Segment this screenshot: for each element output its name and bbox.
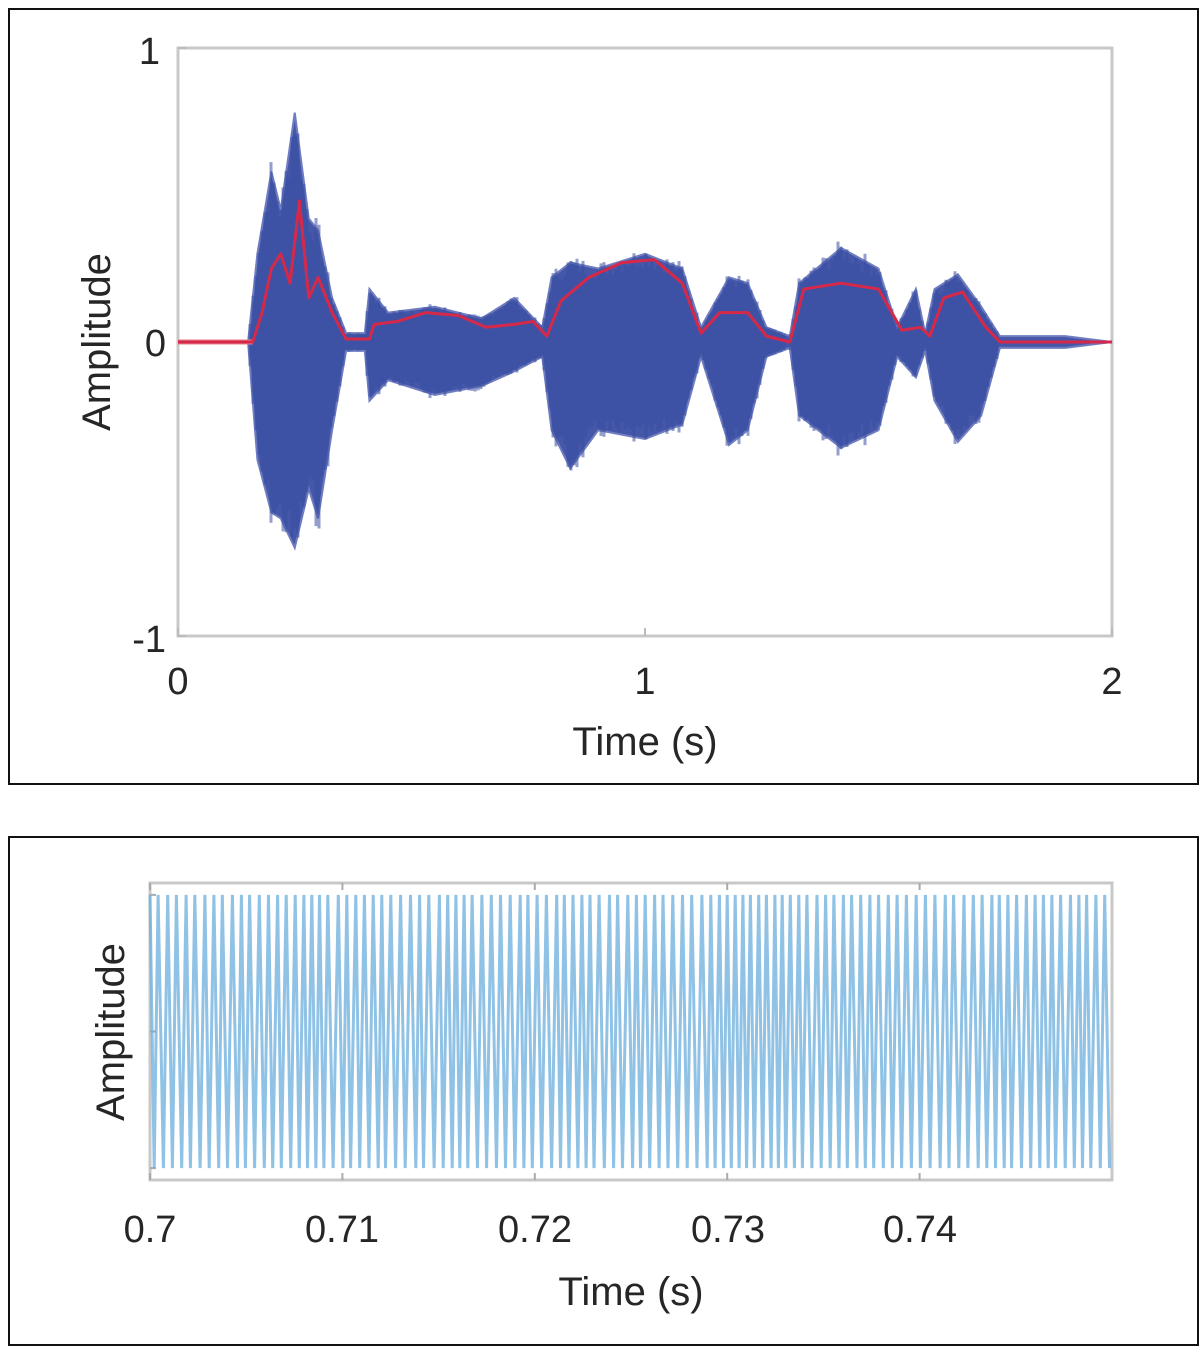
top-ylabel: Amplitude xyxy=(75,253,119,431)
bottom-xtick-3: 0.73 xyxy=(691,1209,765,1251)
bottom-xtick-0: 0.7 xyxy=(124,1209,177,1251)
bottom-xtick-2: 0.72 xyxy=(498,1209,572,1251)
bottom-xlabel: Time (s) xyxy=(558,1270,703,1314)
top-xtick-2: 2 xyxy=(1101,661,1122,703)
bottom-ylabel: Amplitude xyxy=(89,943,133,1121)
top-ytick-1: 1 xyxy=(139,31,160,73)
top-plot-area: 1 0 -1 0 1 2 Time (s) Amplitude xyxy=(75,31,1123,764)
signal-zoom-line xyxy=(148,894,1111,1169)
top-xtick-1: 1 xyxy=(634,661,655,703)
bottom-xtick-1: 0.71 xyxy=(305,1209,379,1251)
bottom-plot-area: 0.7 0.71 0.72 0.73 0.74 Time (s) Amplitu… xyxy=(89,881,1114,1314)
envelope-line xyxy=(178,199,1112,344)
top-ytick-neg1: -1 xyxy=(132,619,166,661)
top-xtick-0: 0 xyxy=(167,661,188,703)
top-ytick-0: 0 xyxy=(145,323,166,365)
top-xlabel: Time (s) xyxy=(572,720,717,764)
bottom-xtick-4: 0.74 xyxy=(883,1209,957,1251)
